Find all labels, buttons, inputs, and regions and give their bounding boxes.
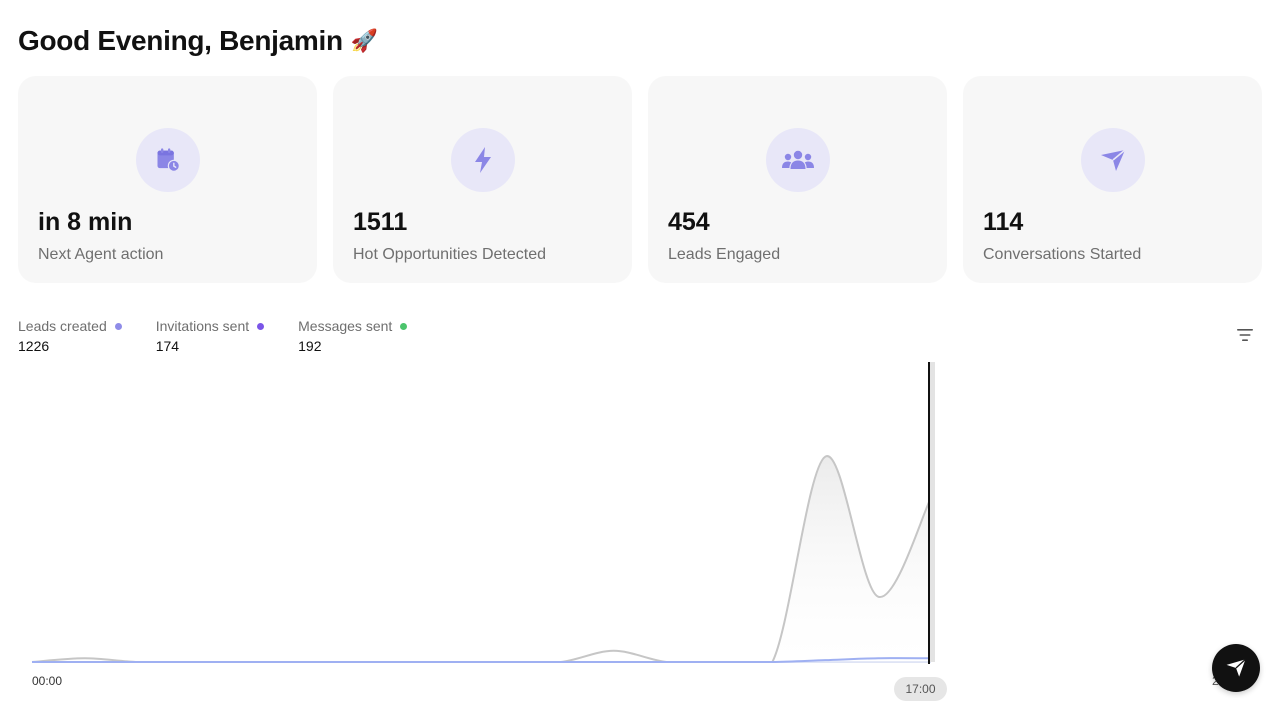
greeting-text: Good Evening, Benjamin: [18, 25, 343, 56]
paper-plane-icon: [1226, 658, 1246, 677]
rocket-emoji: 🚀: [350, 28, 378, 53]
stat-value: 114: [983, 208, 1024, 236]
chart-legend: Leads created 1226 Invitations sent 174 …: [18, 318, 441, 354]
filter-icon[interactable]: [1236, 326, 1254, 344]
calendar-clock-icon: [135, 128, 200, 192]
activity-chart[interactable]: [0, 360, 1274, 707]
legend-label: Invitations sent: [155, 318, 250, 334]
legend-label: Leads created: [18, 318, 107, 334]
stat-card-next-action[interactable]: in 8 min Next Agent action: [18, 76, 317, 283]
legend-value: 174: [155, 338, 180, 354]
send-button[interactable]: [1212, 644, 1260, 692]
users-group-icon: [765, 128, 830, 192]
x-tick-current: 17:00: [894, 677, 947, 701]
page-title: Good Evening, Benjamin 🚀: [18, 25, 378, 57]
stat-value: 454: [668, 208, 710, 236]
stats-cards: in 8 min Next Agent action 1511 Hot Oppo…: [18, 76, 1262, 283]
stat-label: Conversations Started: [983, 246, 1142, 263]
legend-dot: [257, 322, 265, 330]
stat-label: Next Agent action: [38, 246, 164, 263]
legend-dot: [114, 322, 122, 330]
stat-card-hot-opportunities[interactable]: 1511 Hot Opportunities Detected: [333, 76, 632, 283]
series-area-0: [32, 456, 931, 662]
legend-value: 192: [298, 338, 322, 354]
lightning-bolt-icon: [450, 128, 515, 192]
stat-value: in 8 min: [38, 208, 133, 236]
x-tick-start: 00:00: [32, 674, 63, 688]
legend-label: Messages sent: [298, 318, 393, 334]
stat-value: 1511: [353, 208, 408, 236]
legend-value: 1226: [18, 338, 50, 354]
current-time-shade: [930, 362, 935, 662]
stat-card-conversations[interactable]: 114 Conversations Started: [963, 76, 1262, 283]
legend-invitations-sent[interactable]: Invitations sent 174: [155, 318, 265, 354]
stat-card-leads-engaged[interactable]: 454 Leads Engaged: [648, 76, 947, 283]
legend-dot: [400, 322, 408, 330]
series-line-1: [32, 657, 932, 663]
legend-leads-created[interactable]: Leads created 1226: [18, 318, 122, 354]
paper-plane-icon: [1080, 128, 1145, 192]
legend-messages-sent[interactable]: Messages sent 192: [298, 318, 408, 354]
stat-label: Leads Engaged: [668, 246, 781, 263]
stat-label: Hot Opportunities Detected: [353, 246, 546, 263]
